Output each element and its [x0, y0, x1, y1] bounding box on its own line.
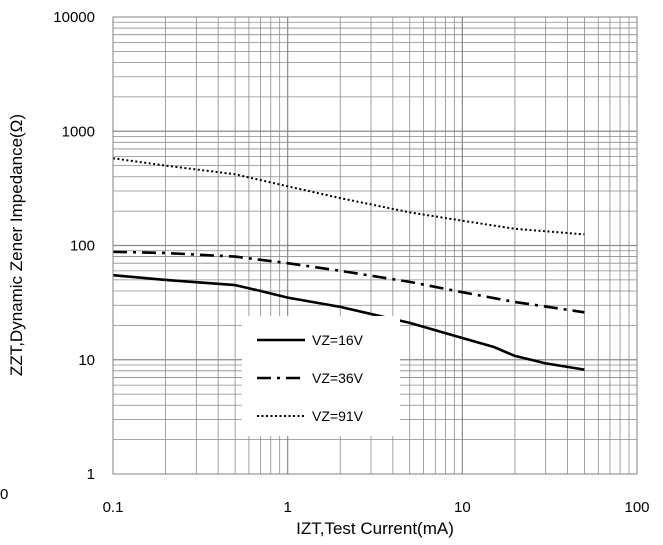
y-axis-title: ZZT,Dynamic Zener Impedance(Ω) [7, 114, 26, 376]
y-tick-label: 10000 [53, 9, 95, 26]
legend-label: VZ=91V [312, 408, 364, 424]
y-tick-label: 1000 [62, 123, 95, 140]
y-tick-label: 1 [87, 466, 95, 483]
x-tick-label: 10 [454, 499, 471, 516]
y-tick-label: 100 [70, 238, 95, 255]
legend-box [242, 316, 400, 436]
series-line-vz-16v [112, 273, 585, 371]
series-line-vz-91v [112, 157, 585, 236]
x-tick-labels: 0.1 1 10 100 [103, 499, 650, 516]
legend-label: VZ=36V [312, 370, 364, 386]
x-tick-label: 100 [624, 499, 649, 516]
series-group [112, 157, 585, 371]
stray-label: 0 [0, 486, 8, 503]
legend-label: VZ=16V [312, 332, 364, 348]
x-tick-label: 0.1 [103, 499, 124, 516]
x-tick-label: 1 [283, 499, 291, 516]
y-tick-labels: 1 10 100 1000 10000 [53, 9, 95, 483]
series-line-vz-36v [112, 250, 585, 314]
plot-frame [112, 16, 638, 475]
legend: VZ=16V VZ=36V VZ=91V [242, 316, 400, 436]
x-axis-title: IZT,Test Current(mA) [296, 519, 454, 538]
y-tick-label: 10 [78, 352, 95, 369]
